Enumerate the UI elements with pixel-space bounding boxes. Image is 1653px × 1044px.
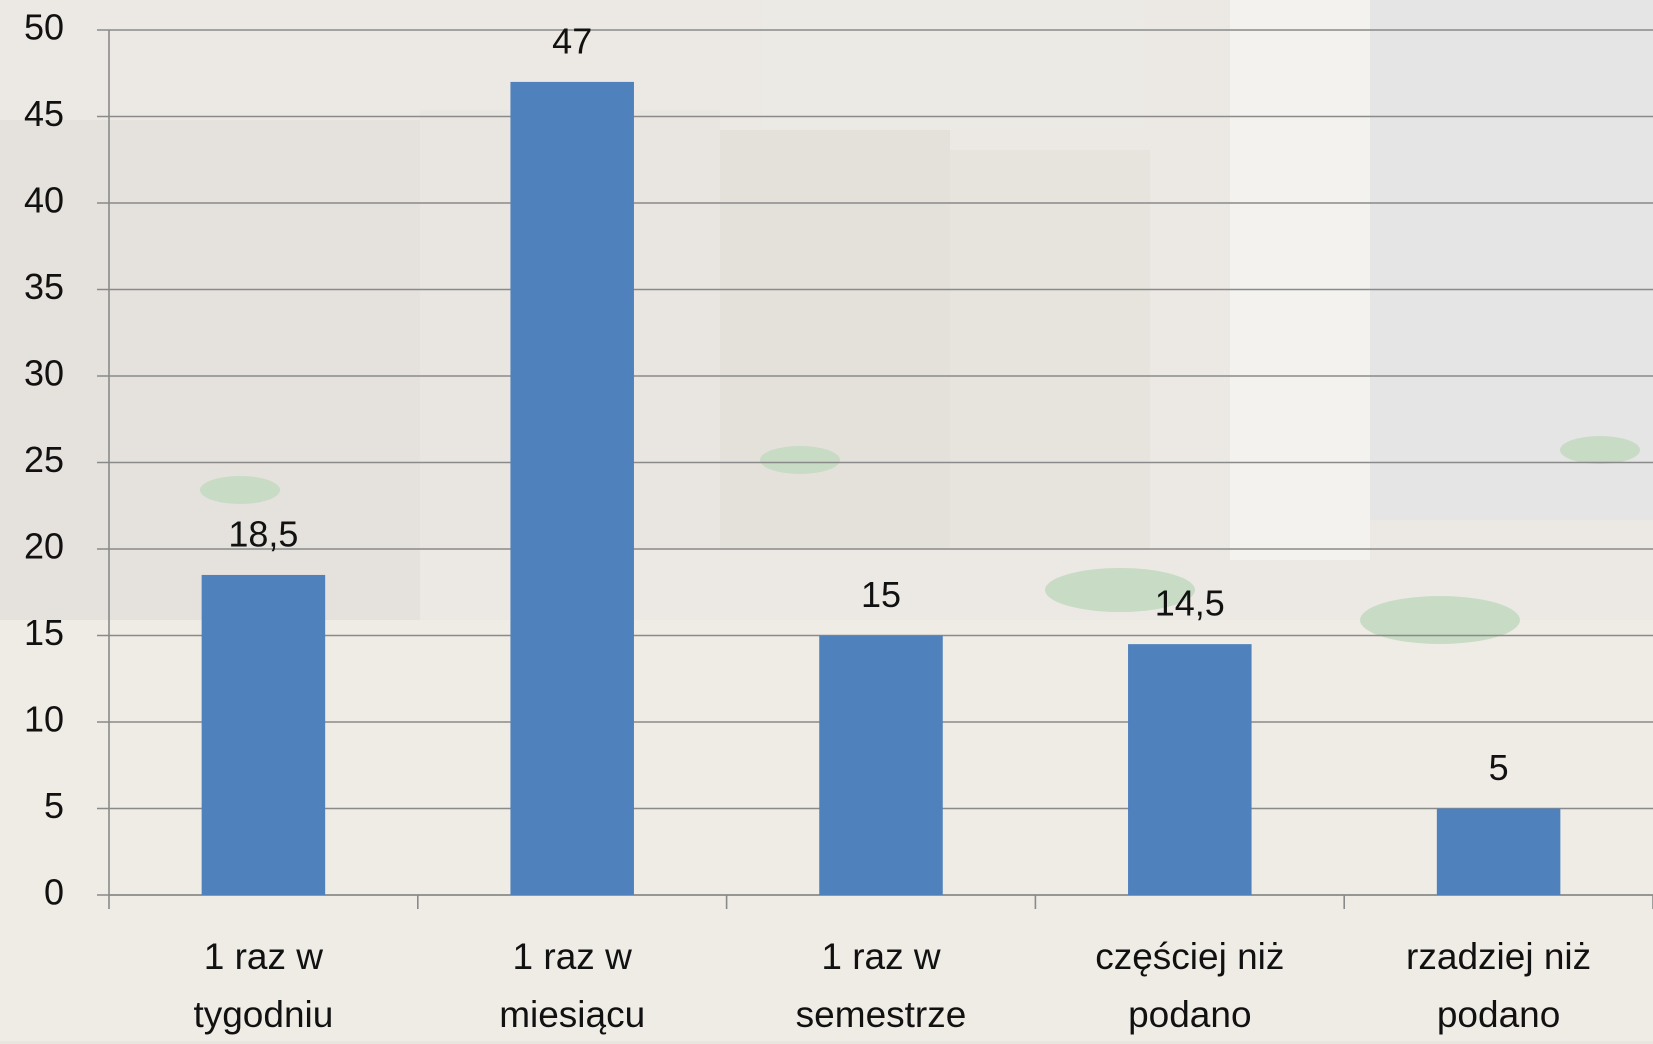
y-tick-label: 50 [24, 7, 64, 48]
value-label: 5 [1489, 747, 1509, 788]
x-tick-label: 1 raz w miesiącu [452, 928, 692, 1044]
value-label: 47 [552, 20, 592, 61]
y-tick-label: 15 [24, 612, 64, 653]
bar [819, 636, 943, 896]
chart: 0 5 10 15 20 25 30 35 40 45 50 18,5 47 15 14,5 5 [0, 0, 1653, 1041]
x-tick-label: 1 raz w semestrze [761, 928, 1001, 1044]
value-label: 15 [861, 574, 901, 615]
bar [202, 575, 326, 895]
bar [510, 82, 634, 895]
y-tick-label: 0 [44, 872, 64, 913]
y-tick-label: 35 [24, 266, 64, 307]
x-tick-label: rzadziej niż podano [1379, 928, 1619, 1044]
y-tick-label: 10 [24, 699, 64, 740]
y-tick-label: 40 [24, 180, 64, 221]
x-tick-label: 1 raz w tygodniu [143, 928, 383, 1044]
bar [1128, 644, 1252, 895]
y-tick-label: 45 [24, 93, 64, 134]
y-tick-label: 30 [24, 353, 64, 394]
x-tick-label: częściej niż podano [1070, 928, 1310, 1044]
bar [1437, 809, 1561, 896]
y-tick-label: 20 [24, 526, 64, 567]
value-label: 14,5 [1155, 583, 1225, 624]
value-label: 18,5 [228, 513, 298, 554]
y-tick-label: 5 [44, 785, 64, 826]
page: 0510152025303540455018,5471514,55 (() =>… [0, 0, 1653, 1041]
y-tick-label: 25 [24, 439, 64, 480]
